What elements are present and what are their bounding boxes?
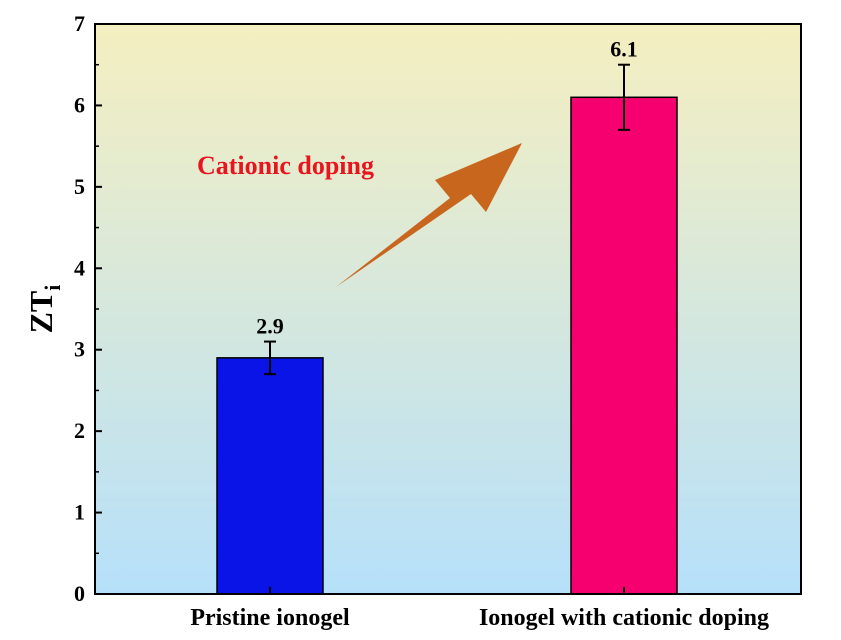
data-label-1: 6.1 — [610, 37, 638, 62]
annotation-arrow-icon — [336, 143, 522, 287]
y-tick-label-6: 6 — [74, 92, 85, 117]
bar-0 — [216, 357, 324, 595]
error-bars-group — [264, 63, 630, 376]
y-tick-label-4: 4 — [74, 255, 85, 280]
bar-1 — [570, 96, 678, 595]
bars-group — [216, 96, 678, 595]
data-label-0: 2.9 — [256, 314, 284, 339]
y-tick-label-1: 1 — [74, 500, 85, 525]
data-labels-group: 2.9 6.1 — [256, 37, 638, 339]
y-tick-label-0: 0 — [74, 581, 85, 606]
annotation: Cationic doping — [197, 143, 522, 287]
y-axis-label: ZTi — [23, 285, 65, 334]
y-axis-label-sub: i — [40, 285, 65, 291]
y-tick-label-7: 7 — [74, 11, 85, 36]
y-tick-label-3: 3 — [74, 337, 85, 362]
x-tick-label-1: Ionogel with cationic doping — [479, 605, 769, 631]
y-axis: 0 1 2 3 4 5 6 7 — [74, 11, 102, 606]
annotation-text: Cationic doping — [197, 151, 374, 180]
y-tick-label-5: 5 — [74, 174, 85, 199]
x-axis: Pristine ionogel Ionogel with cationic do… — [190, 587, 769, 631]
x-tick-label-0: Pristine ionogel — [190, 605, 350, 631]
y-axis-label-main: ZT — [23, 291, 59, 334]
plot-background — [95, 24, 801, 594]
y-tick-label-2: 2 — [74, 418, 85, 443]
